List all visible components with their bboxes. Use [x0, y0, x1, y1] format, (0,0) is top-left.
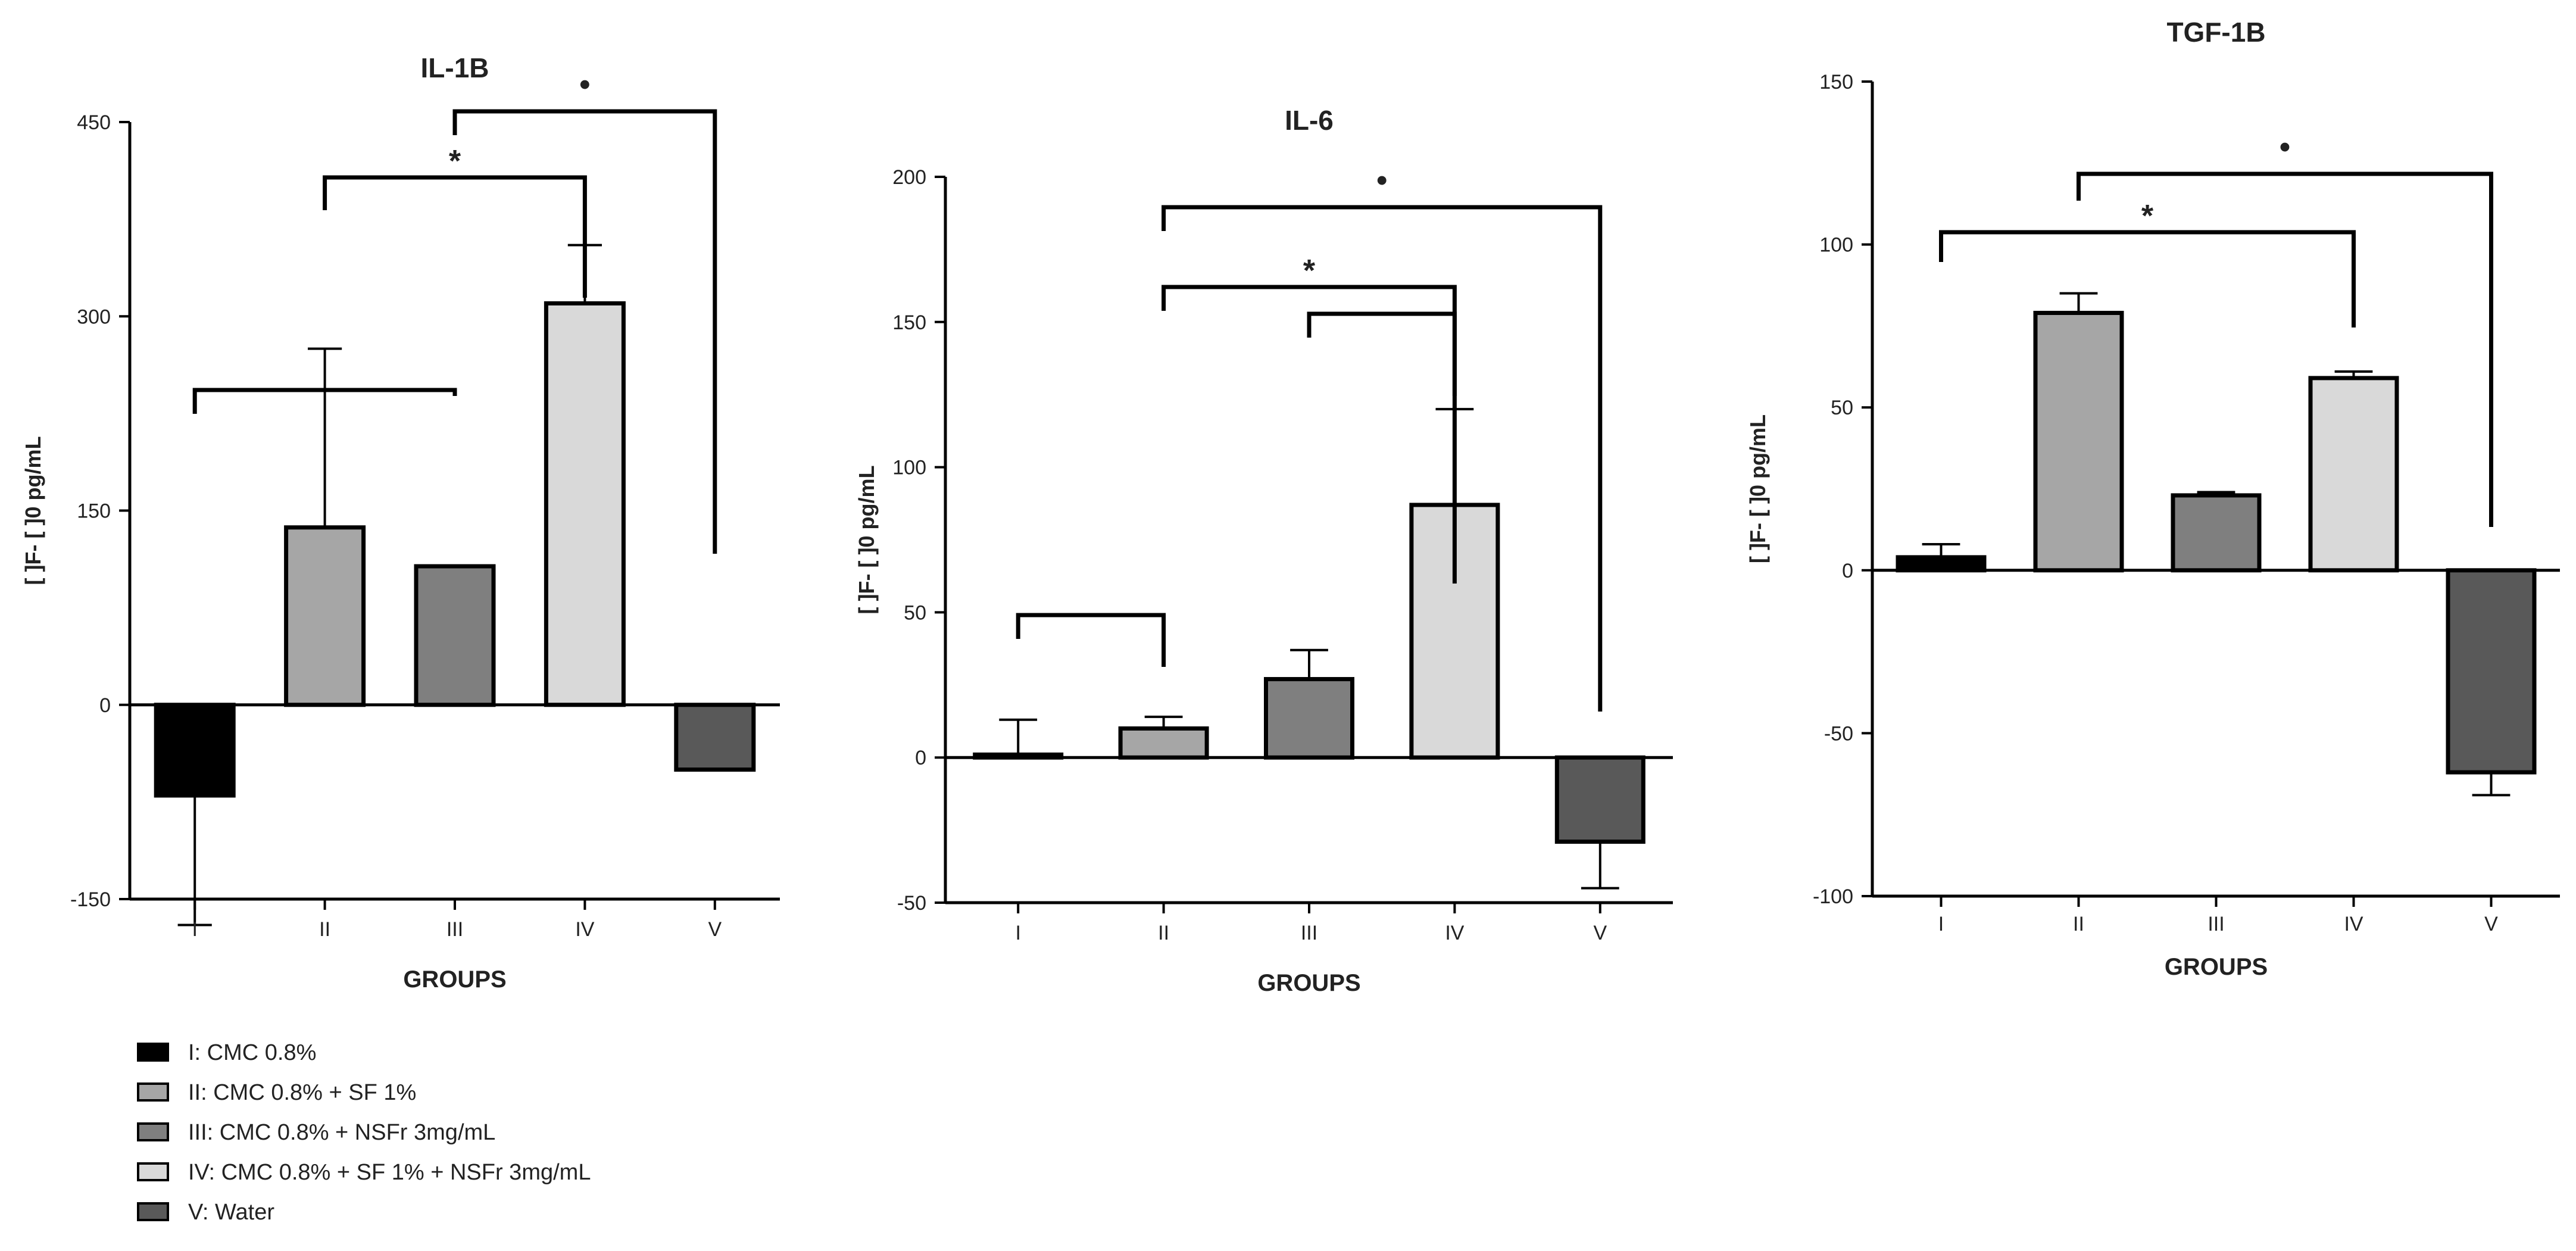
bar-V [674, 703, 756, 772]
x-tick-label: I [1938, 913, 1944, 935]
legend-label: II: CMC 0.8% + SF 1% [188, 1080, 416, 1105]
legend-swatch [137, 1043, 169, 1062]
bar-I [973, 752, 1064, 760]
x-tick-label: III [446, 918, 463, 941]
significance-bracket [1016, 613, 1166, 667]
bar-III [2171, 493, 2262, 573]
x-tick-label: II [2073, 913, 2084, 935]
bar-II [1118, 726, 1209, 760]
chart-title: IL-1B [421, 52, 489, 83]
y-axis-label: [ ]F- [ ]0 pg/mL [1746, 414, 1770, 563]
y-tick-label: -150 [70, 888, 111, 911]
y-tick-label: 100 [1819, 234, 1853, 257]
y-tick-label: 450 [77, 111, 111, 134]
y-axis-label: [ ]F- [ ]0 pg/mL [854, 466, 879, 614]
legend-swatch [137, 1122, 169, 1141]
bar-IV [544, 301, 626, 707]
chart-title: IL-6 [1285, 105, 1334, 136]
x-tick-label: II [319, 918, 330, 941]
significance-bracket [2077, 171, 2493, 527]
bar-I [1896, 555, 1987, 573]
legend-swatch [137, 1202, 169, 1221]
significance-bracket [323, 175, 587, 298]
x-tick-label: I [1015, 922, 1020, 944]
significance-label: * [1303, 254, 1316, 288]
significance-bracket [1307, 311, 1457, 396]
legend-swatch [137, 1082, 169, 1102]
bar-III [414, 564, 496, 707]
legend-label: IV: CMC 0.8% + SF 1% + NSFr 3mg/mL [188, 1160, 591, 1185]
x-tick-label: V [1593, 922, 1607, 944]
x-tick-label: IV [575, 918, 594, 941]
significance-bracket [452, 109, 717, 554]
significance-bracket [1939, 230, 2356, 327]
legend: I: CMC 0.8% II: CMC 0.8% + SF 1% III: CMC … [137, 1040, 591, 1225]
bar-III [1264, 677, 1354, 760]
significance-label: * [449, 144, 461, 179]
y-axis-label: [ ]F- [ ]0 pg/mL [21, 436, 45, 585]
y-tick-label: 50 [904, 601, 926, 624]
y-tick-label: 150 [77, 500, 111, 523]
significance-bracket [192, 388, 457, 414]
legend-label: I: CMC 0.8% [188, 1040, 316, 1065]
y-tick-label: 150 [892, 311, 926, 334]
significance-bracket [1161, 205, 1603, 712]
y-tick-label: 150 [1819, 71, 1853, 93]
bar-V [2446, 568, 2537, 775]
y-tick-label: 0 [1842, 560, 1853, 582]
bar-II [284, 525, 366, 707]
significance-label: • [2280, 130, 2290, 164]
x-tick-label: IV [2344, 913, 2363, 935]
legend-label: V: Water [188, 1200, 274, 1225]
y-tick-label: 300 [77, 305, 111, 328]
x-axis-label: GROUPS [2165, 954, 2268, 980]
x-tick-label: V [2484, 913, 2498, 935]
x-tick-label: V [708, 918, 722, 941]
x-axis-label: GROUPS [403, 966, 506, 993]
y-tick-label: 50 [1831, 397, 1853, 419]
x-tick-label: II [1158, 922, 1169, 944]
y-tick-label: -50 [1824, 722, 1853, 745]
bar-II [2033, 311, 2124, 573]
y-tick-label: 0 [915, 747, 926, 769]
x-tick-label: I [192, 918, 197, 941]
chart-title: TGF-1B [2166, 17, 2265, 48]
bar-I [154, 703, 236, 798]
x-tick-label: IV [1445, 922, 1464, 944]
x-tick-label: III [2207, 913, 2224, 935]
y-tick-label: 0 [99, 694, 111, 717]
bar-IV [2308, 376, 2399, 573]
x-tick-label: III [1301, 922, 1317, 944]
y-tick-label: -50 [897, 892, 926, 915]
significance-bracket [1161, 285, 1457, 584]
x-axis-label: GROUPS [1257, 970, 1360, 996]
bar-V [1554, 755, 1645, 844]
significance-label: * [2141, 199, 2154, 233]
legend-swatch [137, 1162, 169, 1181]
y-tick-label: -100 [1813, 885, 1853, 908]
significance-label: • [1376, 163, 1387, 198]
y-tick-label: 200 [892, 166, 926, 189]
y-tick-label: 100 [892, 457, 926, 479]
significance-label: • [579, 67, 590, 102]
legend-label: III: CMC 0.8% + NSFr 3mg/mL [188, 1120, 495, 1145]
